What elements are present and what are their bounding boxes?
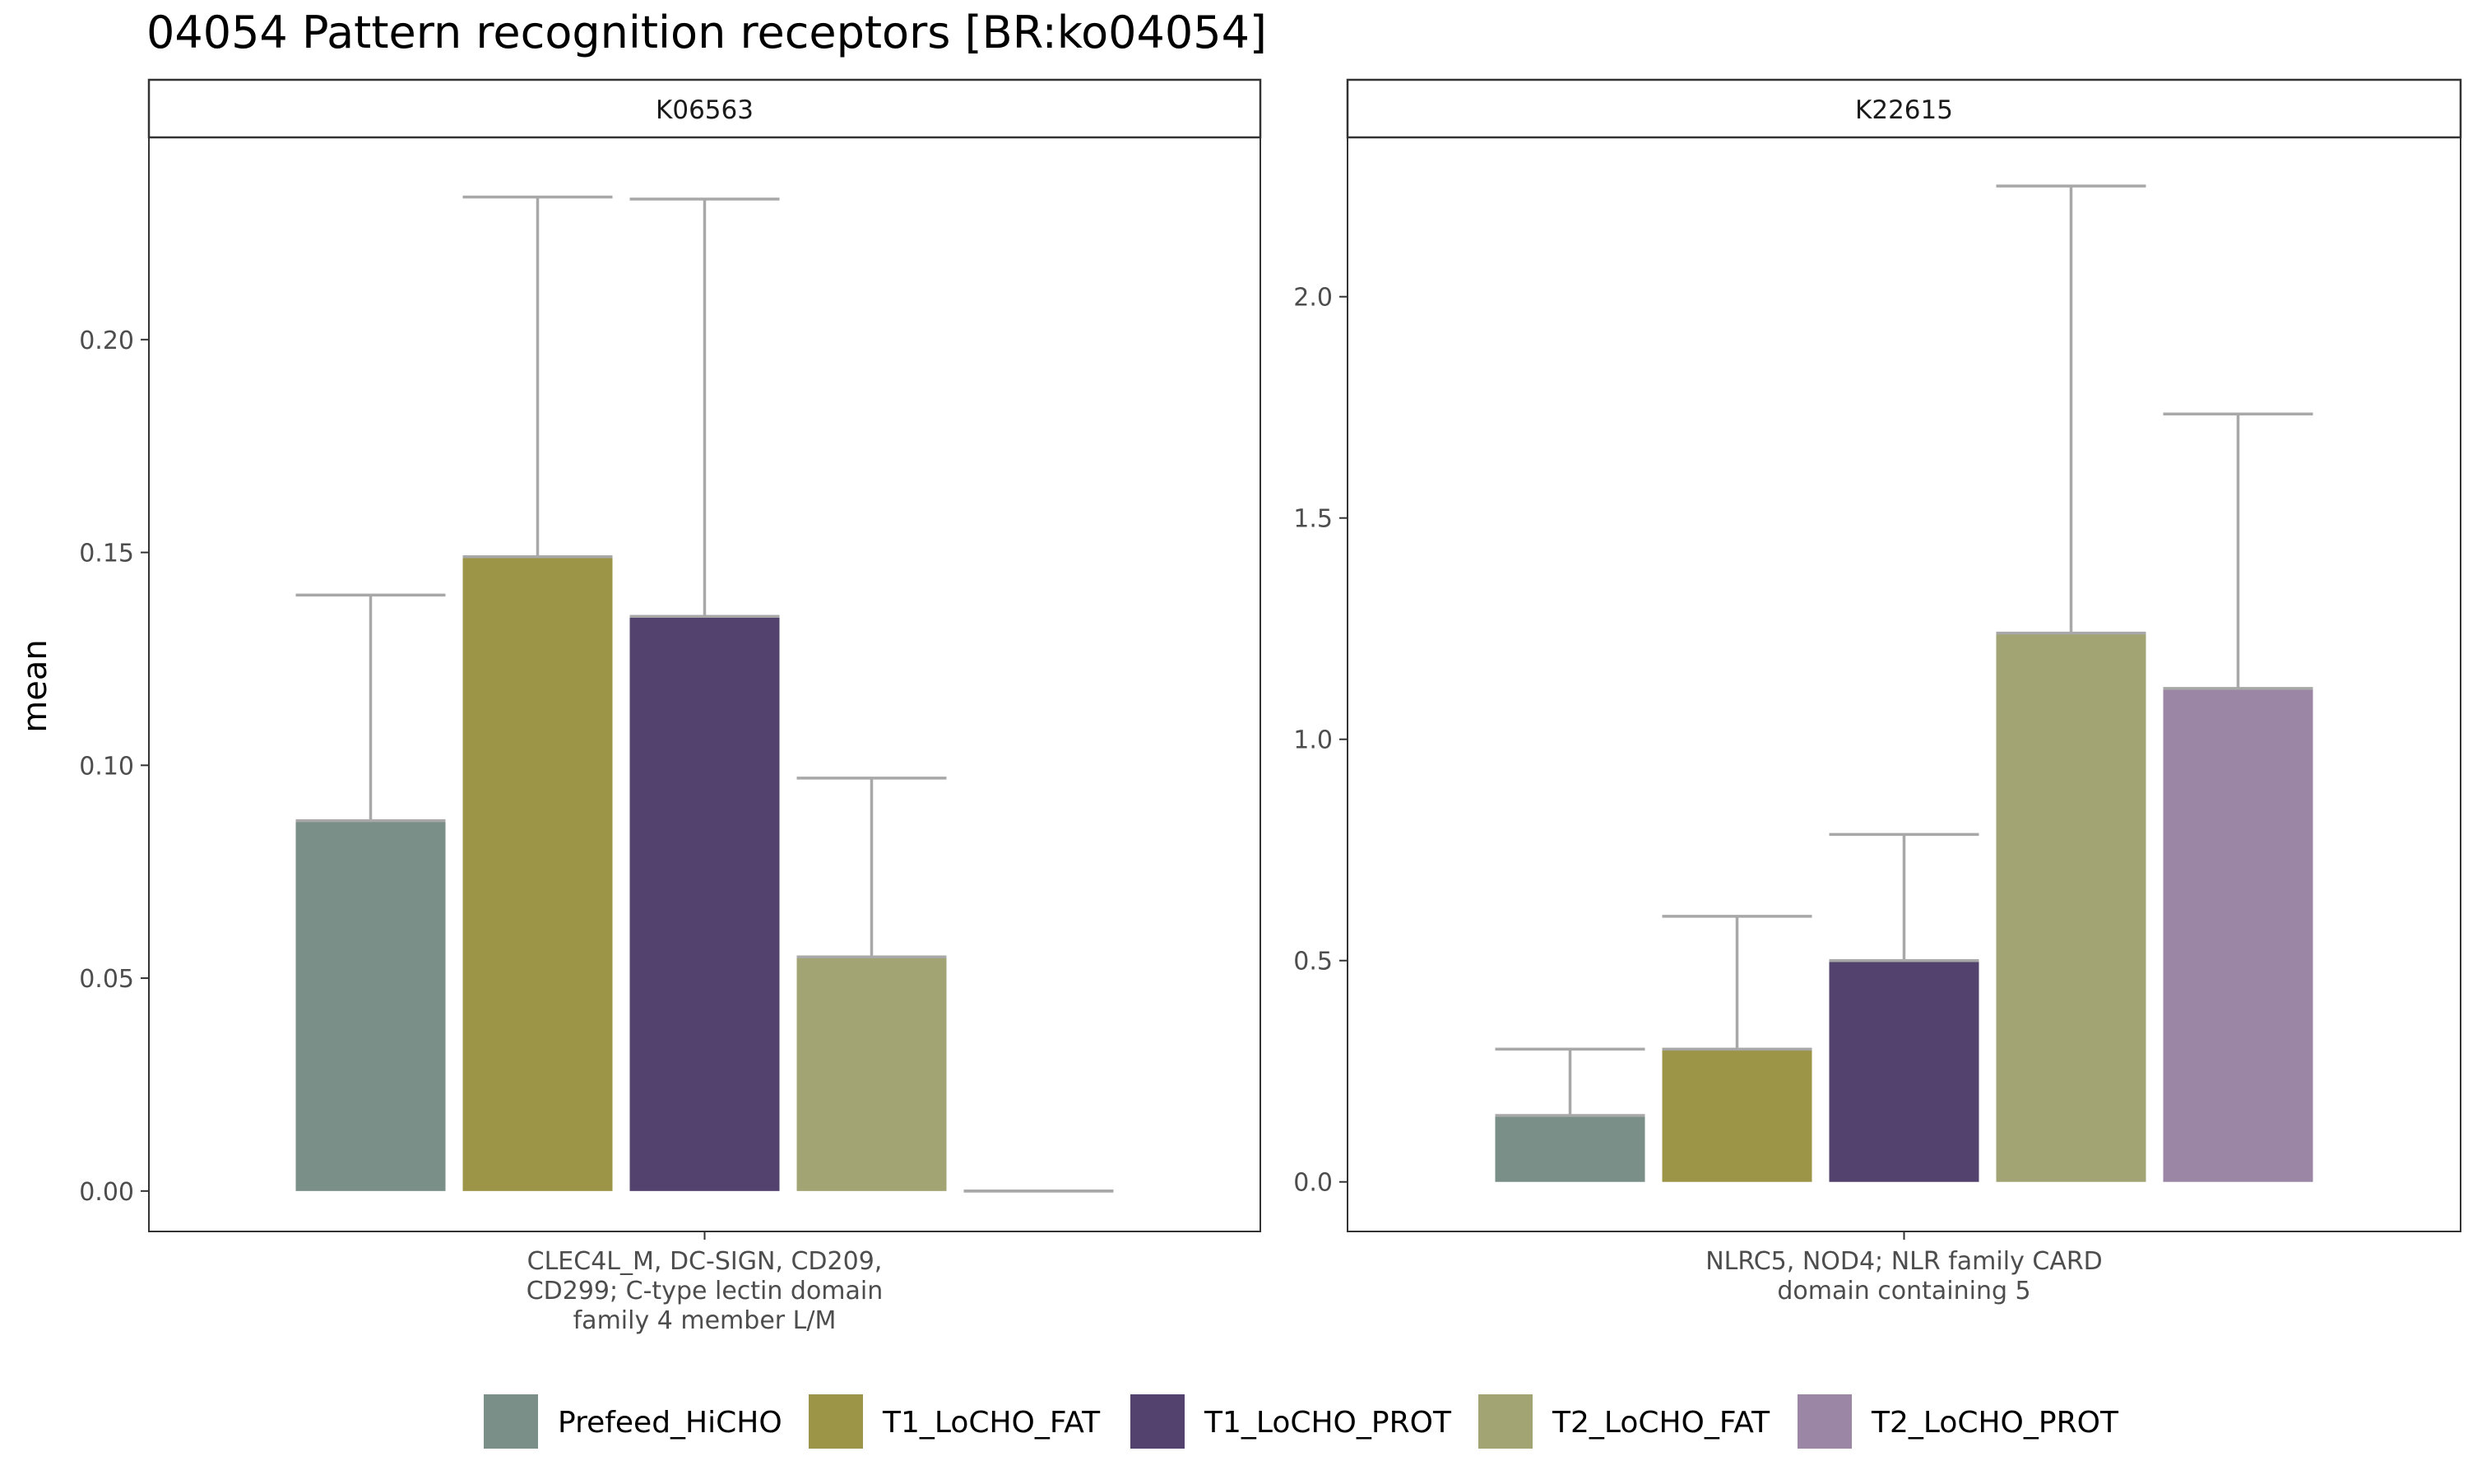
bar-T1_LoCHO_FAT [1662, 1049, 1812, 1182]
legend-key [484, 1394, 538, 1449]
legend: Prefeed_HiCHO T1_LoCHO_FAT T1_LoCHO_PROT T2… [484, 1394, 2119, 1449]
y-axis-label: mean [16, 639, 54, 732]
y-tick-label: 0.5 [1293, 948, 1333, 976]
bar-T1_LoCHO_PROT [1829, 960, 1979, 1182]
legend-label: Prefeed_HiCHO [558, 1406, 782, 1440]
y-tick-label: 0.10 [79, 752, 134, 781]
legend-label: T1_LoCHO_FAT [882, 1406, 1101, 1440]
legend-item: T1_LoCHO_FAT [809, 1394, 1101, 1449]
facet-strip-label: K22615 [1855, 95, 1953, 125]
facet-strip [1346, 78, 2462, 139]
legend-item: Prefeed_HiCHO [484, 1394, 782, 1449]
y-tick-label: 0.00 [79, 1178, 134, 1207]
legend-label: T2_LoCHO_FAT [1552, 1406, 1770, 1440]
legend-key [1798, 1394, 1852, 1449]
legend-key [1478, 1394, 1533, 1449]
bar-Prefeed_HiCHO [1495, 1115, 1645, 1182]
y-tick-label: 1.5 [1293, 505, 1333, 534]
facet-panel-K22615: K22615 0.0 0.5 1.0 1.5 2.0 NLRC5, NOD4; NLR fa… [1293, 78, 2462, 1305]
legend-label: T1_LoCHO_PROT [1204, 1406, 1452, 1440]
x-tick-label: CLEC4L_M, DC-SIGN, CD209, [527, 1247, 883, 1276]
legend-item: T2_LoCHO_PROT [1798, 1394, 2119, 1449]
legend-item: T2_LoCHO_FAT [1478, 1394, 1770, 1449]
y-tick-label: 0.20 [79, 327, 134, 355]
y-tick-label: 2.0 [1293, 284, 1333, 313]
y-tick-label: 0.0 [1293, 1169, 1333, 1198]
y-tick-label: 0.05 [79, 965, 134, 994]
bar-T1_LoCHO_FAT [462, 556, 613, 1191]
chart-title: 04054 Pattern recognition receptors [BR:… [146, 7, 1267, 58]
x-tick-label: NLRC5, NOD4; NLR family CARD [1705, 1247, 2103, 1276]
x-tick-label: family 4 member L/M [573, 1306, 837, 1335]
bar-Prefeed_HiCHO [295, 820, 446, 1191]
y-tick-label: 1.0 [1293, 726, 1333, 755]
y-tick-label: 0.15 [79, 540, 134, 568]
facet-strip [147, 78, 1262, 139]
bar-T1_LoCHO_PROT [629, 616, 780, 1191]
legend-key [1130, 1394, 1185, 1449]
facet-panel-K06563: K06563 0.00 0.05 0.10 0.15 0.20 CLEC4L_M, DC-S… [79, 78, 1262, 1335]
bar-T2_LoCHO_FAT [796, 957, 947, 1191]
bar-T2_LoCHO_FAT [1996, 633, 2146, 1182]
bar-T2_LoCHO_PROT [2163, 688, 2313, 1182]
legend-key [809, 1394, 863, 1449]
legend-item: T1_LoCHO_PROT [1130, 1394, 1452, 1449]
facet-strip-label: K06563 [656, 95, 754, 125]
legend-label: T2_LoCHO_PROT [1871, 1406, 2119, 1440]
x-tick-label: domain containing 5 [1777, 1277, 2030, 1305]
x-tick-label: CD299; C-type lectin domain [527, 1277, 884, 1305]
